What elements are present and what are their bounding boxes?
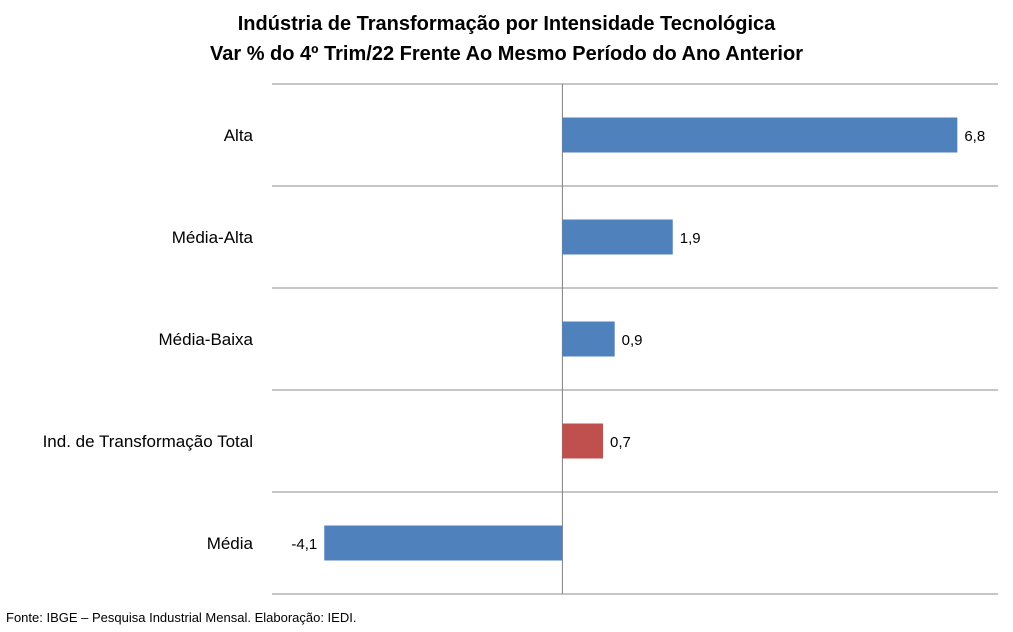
bar [562, 423, 604, 459]
bar [562, 321, 615, 357]
category-label: Média-Alta [172, 228, 254, 247]
data-label: 1,9 [680, 230, 701, 247]
category-label: Alta [224, 126, 254, 145]
data-label: -4,1 [291, 536, 317, 553]
chart-title: Indústria de Transformação por Intensida… [237, 13, 776, 35]
chart-subtitle: Var % do 4º Trim/22 Frente Ao Mesmo Perí… [210, 43, 803, 65]
source-note: Fonte: IBGE – Pesquisa Industrial Mensal… [6, 610, 357, 625]
bar [324, 525, 563, 561]
category-label: Média-Baixa [159, 330, 254, 349]
data-label: 0,7 [610, 434, 631, 451]
bar [562, 219, 673, 255]
category-label: Média [207, 534, 254, 553]
category-label: Ind. de Transformação Total [43, 432, 253, 451]
bar [562, 117, 958, 153]
data-label: 6,8 [964, 128, 985, 145]
data-label: 0,9 [622, 332, 643, 349]
